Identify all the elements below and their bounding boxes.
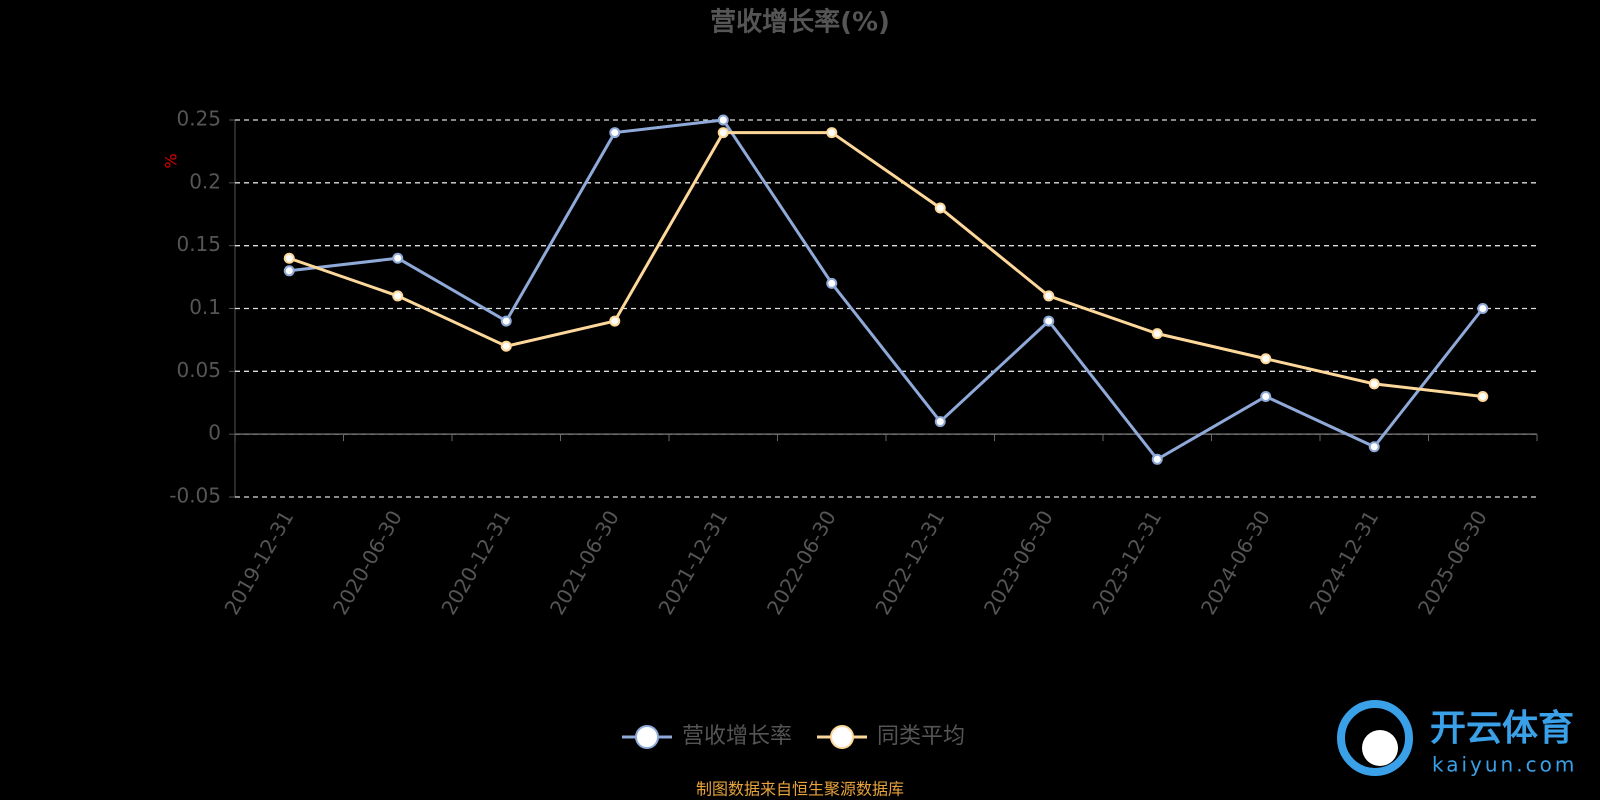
point [500, 340, 512, 352]
point [934, 202, 946, 214]
point [717, 127, 729, 139]
y-tick-label: 0.15 [176, 232, 221, 256]
point [392, 252, 404, 264]
y-tick-label: 0.1 [189, 295, 221, 319]
point [392, 290, 404, 302]
point [826, 127, 838, 139]
x-tick-label: 2024-06-30 [1196, 506, 1275, 619]
legend-label: 营收增长率 [682, 724, 792, 749]
point [1151, 453, 1163, 465]
point [1368, 441, 1380, 453]
y-tick-label: 0.2 [189, 169, 221, 193]
point [283, 252, 295, 264]
point [283, 265, 295, 277]
y-tick-label: -0.05 [169, 484, 221, 508]
point [1368, 378, 1380, 390]
series-line [289, 118, 1484, 462]
y-axis-label: % [162, 153, 181, 168]
legend-marker [830, 725, 855, 749]
chart-title: 营收增长率(%) [710, 7, 890, 38]
watermark-brand: 开云体育 [1430, 708, 1574, 749]
y-tick-label: 0.05 [176, 358, 221, 382]
x-tick-label: 2022-06-30 [762, 506, 841, 619]
point [826, 277, 838, 289]
point [609, 127, 621, 139]
x-tick-label: 2020-06-30 [328, 506, 407, 619]
series-line [288, 131, 1483, 398]
logo-ball [1362, 730, 1398, 766]
x-tick-label: 2023-12-31 [1087, 506, 1166, 619]
point [1477, 303, 1489, 314]
point [1043, 290, 1055, 302]
point [934, 416, 946, 428]
point [1260, 390, 1272, 402]
point [1477, 390, 1489, 402]
x-tick-label: 2023-06-30 [979, 506, 1058, 619]
x-tick-label: 2025-06-30 [1413, 506, 1492, 619]
x-tick-label: 2021-12-31 [653, 506, 732, 619]
point [1043, 315, 1055, 327]
legend-label: 同类平均 [877, 724, 965, 749]
y-tick-label: 0.25 [176, 107, 221, 131]
point [1260, 353, 1272, 365]
logo-ring [1337, 700, 1413, 776]
y-tick-label: 0 [208, 421, 221, 445]
point [1151, 328, 1163, 340]
point [717, 114, 729, 126]
x-tick-label: 2020-12-31 [436, 506, 515, 619]
watermark: 开云体育 kaiyun.com [1337, 700, 1577, 777]
legend-marker [635, 725, 659, 749]
point [609, 315, 621, 327]
watermark-site: kaiyun.com [1432, 753, 1577, 777]
x-tick-label: 2024-12-31 [1304, 506, 1383, 619]
x-tick-label: 2022-12-31 [870, 506, 949, 619]
point [500, 315, 512, 327]
x-tick-label: 2021-06-30 [545, 506, 624, 619]
footer: 制图数据来自恒生聚源数据库 [696, 780, 904, 799]
x-tick-label: 2019-12-31 [219, 506, 298, 619]
